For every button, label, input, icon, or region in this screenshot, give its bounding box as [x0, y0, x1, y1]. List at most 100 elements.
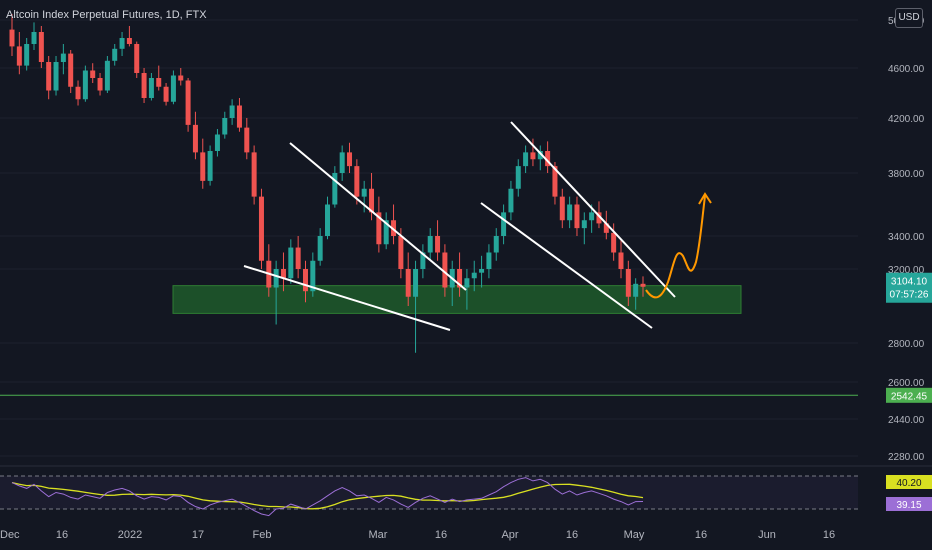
candle-body	[295, 247, 301, 269]
price-tick-label: 2440.00	[888, 415, 925, 426]
candle-body	[361, 188, 367, 197]
trendline	[243, 265, 451, 331]
trendline	[510, 121, 676, 298]
rsi-ma-line	[11, 481, 644, 510]
price-tick-label: 2800.00	[888, 339, 925, 350]
candle-body	[317, 236, 323, 261]
price-tick-label: 2600.00	[888, 378, 925, 389]
candle-body	[280, 269, 286, 279]
chart-title: Altcoin Index Perpetual Futures, 1D, FTX	[6, 9, 207, 21]
candle-body	[236, 105, 242, 128]
candle-body	[347, 152, 353, 167]
price-tick-label: 3800.00	[888, 169, 925, 180]
candle-body	[207, 151, 213, 181]
rsi-ma-value-label-bg	[886, 475, 932, 489]
candle-body	[16, 46, 22, 66]
candle-body	[493, 236, 499, 253]
candle-body	[24, 44, 30, 66]
time-tick-label: Mar	[369, 529, 388, 541]
candle-body	[369, 188, 375, 213]
candle-body	[515, 166, 521, 189]
candle-body	[611, 232, 617, 253]
candle-body	[90, 70, 96, 78]
candlestick-series	[9, 14, 646, 353]
support-zone	[172, 285, 742, 314]
trendline	[289, 142, 467, 291]
level-value-label-bg	[886, 387, 932, 403]
candle-body	[244, 127, 250, 153]
rsi-band	[0, 476, 858, 509]
rsi-value-label: 39.15	[896, 500, 921, 511]
candle-body	[325, 204, 330, 236]
time-axis[interactable]: Dec 16 2022 17 Feb Mar 16 Apr 16 May 16 Jun 16	[0, 529, 835, 541]
candle-body	[119, 38, 125, 49]
candle-body	[464, 278, 470, 288]
time-tick-label: 16	[566, 529, 578, 541]
candle-body	[457, 269, 463, 288]
axis-value-labels: 3104.10 07:57:26 2542.45 40.20 39.15	[886, 272, 932, 511]
time-tick-label: Apr	[501, 529, 518, 541]
candle-body	[273, 269, 279, 288]
candle-body	[258, 196, 264, 261]
candle-body	[435, 236, 441, 253]
candle-body	[126, 38, 132, 44]
candle-body	[60, 53, 66, 62]
candle-body	[148, 78, 154, 98]
candle-body	[413, 269, 419, 297]
candle-body	[170, 75, 176, 102]
candle-body	[288, 247, 294, 279]
candle-body	[398, 236, 404, 269]
candle-body	[31, 32, 37, 44]
candle-body	[200, 152, 206, 181]
price-tick-label: 2280.00	[888, 452, 925, 463]
time-tick-label: 16	[823, 529, 835, 541]
candle-body	[501, 212, 507, 236]
candle-body	[156, 78, 162, 87]
candle-body	[427, 236, 433, 253]
candle-body	[383, 220, 389, 245]
candle-body	[552, 166, 558, 197]
candle-body	[310, 260, 316, 292]
candle-body	[141, 73, 147, 98]
candle-body	[545, 151, 551, 167]
rsi-value-label-bg	[886, 497, 932, 511]
price-tick-label: 4600.00	[888, 64, 925, 75]
candle-body	[134, 44, 140, 73]
currency-unit-button[interactable]: USD	[895, 8, 923, 28]
candle-body	[581, 220, 587, 229]
last-price-label-bg	[886, 272, 932, 303]
candle-body	[405, 269, 411, 297]
candle-body	[163, 86, 169, 102]
candle-body	[640, 283, 646, 287]
time-tick-label: 17	[192, 529, 204, 541]
candle-body	[185, 80, 191, 125]
candle-body	[486, 252, 492, 269]
candle-body	[53, 62, 59, 91]
rsi-line	[11, 477, 644, 517]
candle-body	[589, 212, 595, 221]
candle-body	[471, 272, 477, 279]
time-tick-label: Jun	[758, 529, 776, 541]
candle-body	[97, 78, 103, 91]
candle-body	[596, 212, 602, 224]
time-tick-label: Dec	[0, 529, 20, 541]
level-value-label: 2542.45	[891, 391, 928, 402]
candle-body	[332, 173, 338, 205]
time-tick-label: Feb	[253, 529, 272, 541]
candle-body	[530, 152, 536, 160]
price-tick-label: 4200.00	[888, 114, 925, 125]
candle-body	[251, 152, 257, 197]
candle-body	[567, 204, 573, 221]
candle-body	[376, 212, 382, 245]
time-tick-label: May	[624, 529, 645, 541]
candle-body	[633, 283, 639, 297]
candle-body	[104, 60, 110, 91]
candle-body	[603, 223, 609, 233]
candle-body	[508, 188, 514, 213]
candle-body	[222, 118, 228, 135]
candle-body	[38, 32, 44, 62]
trendlines	[243, 121, 712, 331]
time-tick-label: 16	[56, 529, 68, 541]
